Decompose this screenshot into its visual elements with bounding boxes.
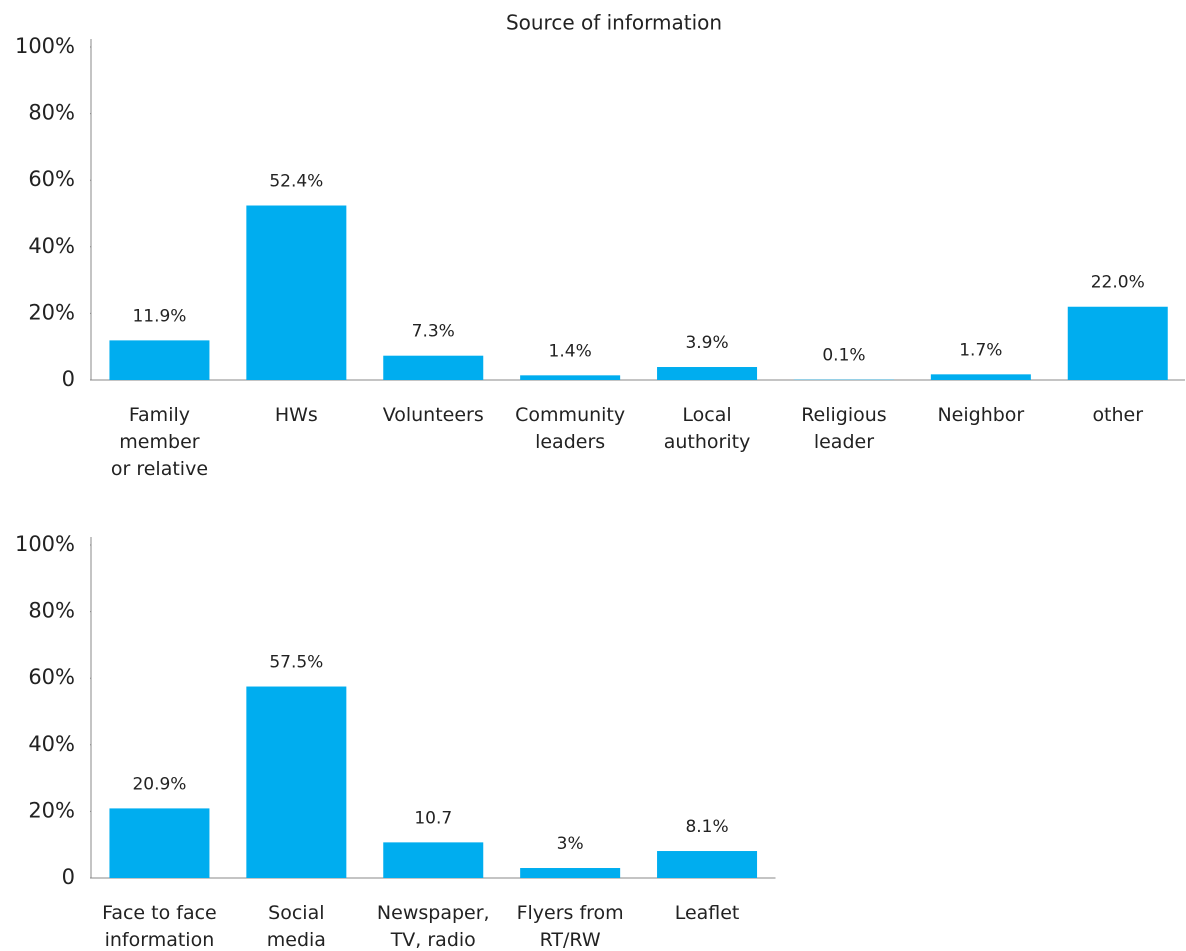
bar <box>109 808 210 878</box>
bar <box>246 686 347 878</box>
bar <box>657 851 758 878</box>
x-tick-label: Newspaper, TV, radio <box>376 902 490 951</box>
x-tick-label: Family member or relative <box>110 404 209 480</box>
bar <box>383 355 484 380</box>
y-tick-label: 60% <box>28 167 75 191</box>
bar <box>1067 306 1168 380</box>
y-tick-label: 100% <box>15 34 75 58</box>
y-tick-label: 40% <box>28 234 75 258</box>
value-label: 57.5% <box>269 653 323 673</box>
value-label: 20.9% <box>132 774 186 794</box>
x-tick-label: Neighbor <box>937 404 1025 426</box>
y-tick-label: 0 <box>62 865 75 889</box>
y-tick-label: 60% <box>28 665 75 689</box>
value-label: 3% <box>557 834 584 854</box>
value-label: 52.4% <box>269 172 323 192</box>
x-tick-label: Leaflet <box>674 902 740 924</box>
y-tick-label: 80% <box>28 101 75 125</box>
x-tick-label: Flyers from RT/RW <box>516 902 624 951</box>
x-tick-label: Religious leader <box>801 404 887 453</box>
value-label: 11.9% <box>132 306 186 326</box>
y-tick-label: 0 <box>62 367 75 391</box>
chart-title: Source of information <box>506 11 722 35</box>
x-tick-label: Volunteers <box>382 404 484 426</box>
bar <box>109 340 210 380</box>
x-tick-label: Social media <box>266 902 326 951</box>
y-tick-label: 100% <box>15 532 75 556</box>
y-tick-label: 40% <box>28 732 75 756</box>
y-tick-label: 20% <box>28 300 75 324</box>
value-label: 7.3% <box>412 322 455 342</box>
x-tick-label: Face to face information <box>102 902 217 951</box>
value-label: 22.0% <box>1091 273 1145 293</box>
bar <box>383 842 484 878</box>
x-tick-label: Local authority <box>663 404 751 453</box>
value-label: 8.1% <box>685 817 728 837</box>
value-label: 1.4% <box>549 341 592 361</box>
bar <box>246 205 347 380</box>
value-label: 10.7 <box>414 808 452 828</box>
x-tick-label: other <box>1092 404 1144 426</box>
bar <box>657 367 758 380</box>
value-label: 1.7% <box>959 340 1002 360</box>
value-label: 3.9% <box>685 333 728 353</box>
bar <box>930 374 1031 380</box>
y-tick-label: 20% <box>28 798 75 822</box>
bar <box>520 868 621 878</box>
x-tick-label: HWs <box>274 404 318 426</box>
value-label: 0.1% <box>822 346 865 366</box>
y-tick-label: 80% <box>28 599 75 623</box>
bar <box>520 375 621 380</box>
x-tick-label: Community leaders <box>515 404 626 453</box>
